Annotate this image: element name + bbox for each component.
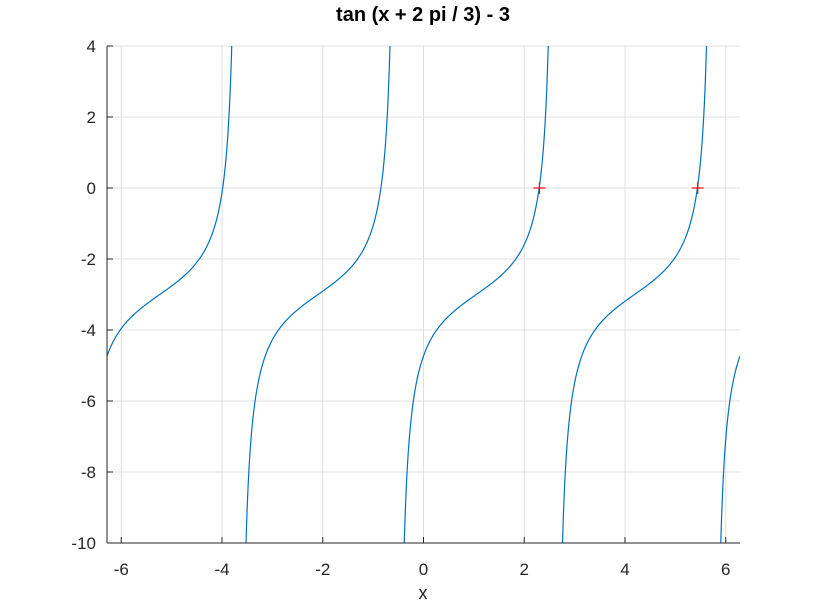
roots-layer: [533, 182, 704, 194]
y-tick-label: -8: [81, 463, 96, 482]
y-tick-label: -4: [81, 321, 96, 340]
y-tick-label: -6: [81, 392, 96, 411]
root-marker: [533, 182, 546, 194]
series-layer: [107, 46, 740, 543]
ticks-layer: -6 -4 -2 0 2 4 6 4 2 0 -2 -4 -6 -8 -10: [71, 37, 730, 579]
root-marker: [691, 182, 704, 194]
x-axis-label: x: [419, 583, 428, 603]
x-tick-label: -4: [214, 560, 229, 579]
x-tick-label: 4: [620, 560, 629, 579]
x-tick-label: -2: [315, 560, 330, 579]
x-tick-label: 0: [419, 560, 428, 579]
grid-layer: [107, 45, 740, 544]
y-tick-label: 0: [87, 179, 96, 198]
y-tick-label: 2: [87, 108, 96, 127]
x-tick-label: 2: [520, 560, 529, 579]
y-tick-label: -2: [81, 250, 96, 269]
y-tick-label: 4: [87, 37, 96, 56]
x-tick-label: -6: [114, 560, 129, 579]
y-tick-label: -10: [71, 534, 96, 553]
chart-title: tan (x + 2 pi / 3) - 3: [336, 4, 510, 26]
function-curve: [107, 46, 740, 543]
x-tick-label: 6: [721, 560, 730, 579]
